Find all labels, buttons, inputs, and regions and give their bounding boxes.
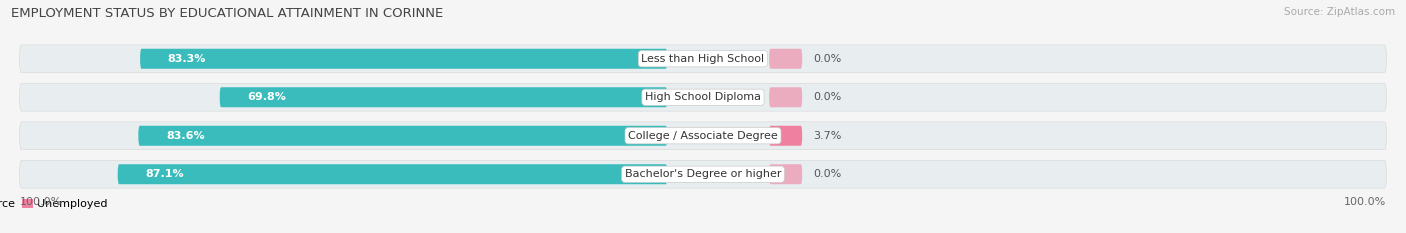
FancyBboxPatch shape (141, 49, 668, 69)
FancyBboxPatch shape (138, 126, 668, 146)
Text: Less than High School: Less than High School (641, 54, 765, 64)
Text: College / Associate Degree: College / Associate Degree (628, 131, 778, 141)
FancyBboxPatch shape (769, 164, 803, 184)
FancyBboxPatch shape (118, 164, 668, 184)
Text: 0.0%: 0.0% (813, 54, 841, 64)
FancyBboxPatch shape (769, 87, 803, 107)
Text: 83.3%: 83.3% (167, 54, 207, 64)
Text: Bachelor's Degree or higher: Bachelor's Degree or higher (624, 169, 782, 179)
FancyBboxPatch shape (20, 83, 1386, 111)
Text: 0.0%: 0.0% (813, 169, 841, 179)
Text: EMPLOYMENT STATUS BY EDUCATIONAL ATTAINMENT IN CORINNE: EMPLOYMENT STATUS BY EDUCATIONAL ATTAINM… (11, 7, 443, 20)
FancyBboxPatch shape (769, 49, 803, 69)
Text: Source: ZipAtlas.com: Source: ZipAtlas.com (1284, 7, 1395, 17)
FancyBboxPatch shape (20, 122, 1386, 150)
Text: 100.0%: 100.0% (1344, 197, 1386, 207)
Legend: In Labor Force, Unemployed: In Labor Force, Unemployed (0, 195, 112, 214)
Text: High School Diploma: High School Diploma (645, 92, 761, 102)
Text: 100.0%: 100.0% (20, 197, 62, 207)
Text: 69.8%: 69.8% (247, 92, 287, 102)
FancyBboxPatch shape (20, 160, 1386, 188)
Text: 83.6%: 83.6% (166, 131, 204, 141)
Text: 3.7%: 3.7% (813, 131, 842, 141)
FancyBboxPatch shape (219, 87, 668, 107)
Text: 0.0%: 0.0% (813, 92, 841, 102)
FancyBboxPatch shape (20, 45, 1386, 73)
Text: 87.1%: 87.1% (145, 169, 184, 179)
FancyBboxPatch shape (769, 126, 803, 146)
